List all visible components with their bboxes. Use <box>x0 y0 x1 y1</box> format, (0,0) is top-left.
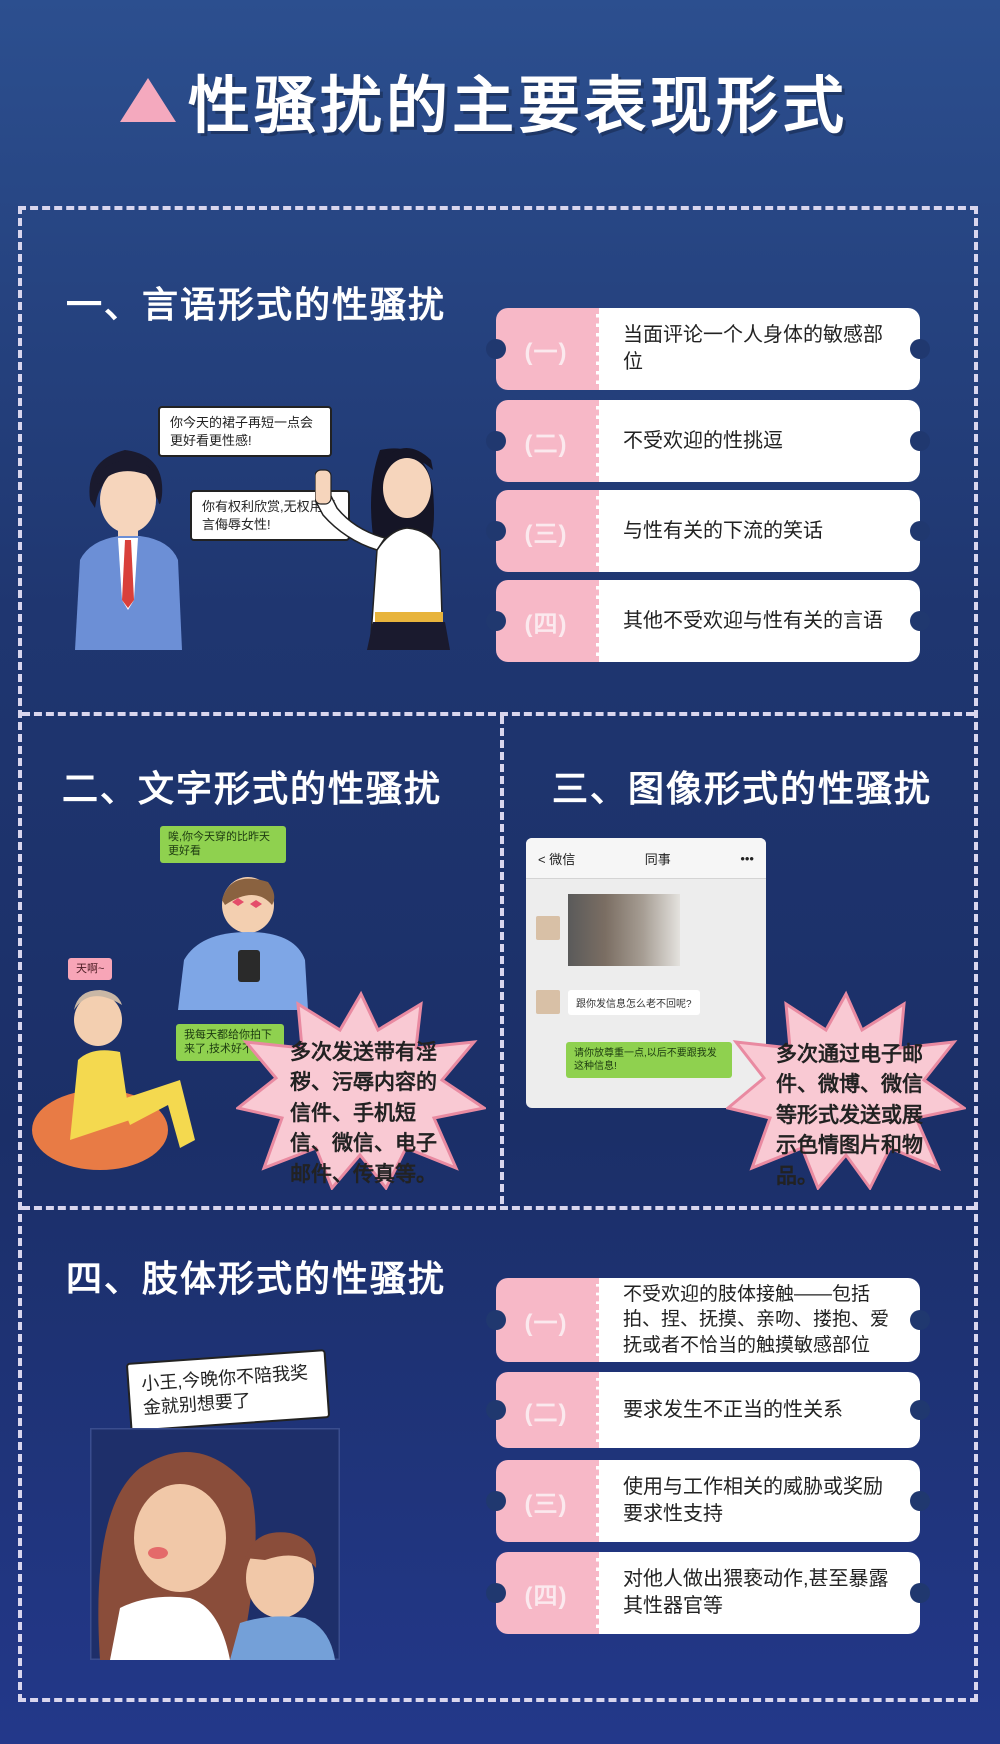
physical-item-4: (四) 对他人做出猥亵动作,甚至暴露其性器官等 <box>486 1552 930 1634</box>
woman-on-beanbag-illustration <box>32 990 195 1170</box>
ticket-text: 当面评论一个人身体的敏感部位 <box>596 308 930 390</box>
man-with-phone-illustration <box>178 877 308 1010</box>
ticket-number: (四) <box>524 1582 568 1610</box>
physical-item-2: (二) 要求发生不正当的性关系 <box>486 1372 930 1448</box>
triangle-icon <box>120 78 176 122</box>
page-title: 性骚扰的主要表现形式 <box>188 72 849 141</box>
ticket-text: 使用与工作相关的威胁或奖励要求性支持 <box>596 1460 930 1542</box>
verbal-item-1: (一) 当面评论一个人身体的敏感部位 <box>486 308 930 390</box>
chat-message-left: 跟你发信息怎么老不回呢? <box>568 990 700 1015</box>
divider-1 <box>22 712 974 716</box>
physical-item-1: (一) 不受欢迎的肢体接触——包括拍、捏、抚摸、亲吻、搂抱、爱抚或者不恰当的触摸… <box>486 1278 930 1362</box>
text-message-1: 唉,你今天穿的比昨天更好看 <box>160 826 286 863</box>
ticket-number: (二) <box>524 430 568 458</box>
section-physical-title: 四、肢体形式的性骚扰 <box>66 1258 447 1299</box>
ticket-text: 其他不受欢迎与性有关的言语 <box>596 580 930 662</box>
text-harassment-description: 多次发送带有淫秽、污辱内容的信件、手机短信、微信、电子邮件、传真等。 <box>290 1041 437 1186</box>
ticket-stub: (二) <box>486 400 596 482</box>
image-harassment-description: 多次通过电子邮件、微博、微信等形式发送或展示色情图片和物品。 <box>776 1043 923 1188</box>
verbal-item-2: (二) 不受欢迎的性挑逗 <box>486 400 930 482</box>
burst-shape-image <box>726 990 966 1190</box>
blurred-image <box>568 894 680 966</box>
ticket-text: 对他人做出猥亵动作,甚至暴露其性器官等 <box>596 1552 930 1634</box>
ticket-number: (一) <box>524 338 568 366</box>
verbal-item-4: (四) 其他不受欢迎与性有关的言语 <box>486 580 930 662</box>
woman-illustration <box>315 447 450 650</box>
ticket-text: 不受欢迎的性挑逗 <box>596 400 930 482</box>
dashed-frame <box>18 206 978 1702</box>
back-link: < 微信 <box>538 851 576 867</box>
ticket-stub: (一) <box>486 308 596 390</box>
avatar <box>536 916 560 940</box>
ticket-stub: (一) <box>486 1278 596 1362</box>
ticket-stub: (二) <box>486 1372 596 1448</box>
ticket-text: 与性有关的下流的笑话 <box>596 490 930 572</box>
ticket-number: (一) <box>524 1309 568 1337</box>
ticket-stub: (四) <box>486 1552 596 1634</box>
ticket-text: 不受欢迎的肢体接触——包括拍、捏、抚摸、亲吻、搂抱、爱抚或者不恰当的触摸敏感部位 <box>596 1278 930 1362</box>
ticket-number: (四) <box>524 610 568 638</box>
couple-illustration <box>90 1428 340 1660</box>
wechat-phone-screen: < 微信 同事 ••• 跟你发信息怎么老不回呢? 请你放尊重一点,以后不要跟我发… <box>526 838 766 1108</box>
man-illustration <box>75 450 182 650</box>
divider-2 <box>22 1206 974 1210</box>
burst-shape-text <box>236 990 486 1190</box>
divider-vertical <box>500 716 504 1204</box>
ticket-number: (二) <box>524 1399 568 1427</box>
ticket-number: (三) <box>524 1490 568 1518</box>
ticket-stub: (三) <box>486 1460 596 1542</box>
ticket-stub: (四) <box>486 580 596 662</box>
chat-message-right: 请你放尊重一点,以后不要跟我发这种信息! <box>566 1042 732 1078</box>
speech-bubble-boss: 小王,今晚你不陪我奖金就别想要了 <box>125 1349 331 1432</box>
chat-title: 同事 <box>644 851 671 867</box>
avatar <box>536 990 560 1014</box>
more-icon: ••• <box>740 850 754 866</box>
section-image-title: 三、图像形式的性骚扰 <box>552 768 933 809</box>
ticket-number: (三) <box>524 520 568 548</box>
section-text-title: 二、文字形式的性骚扰 <box>62 768 443 809</box>
physical-item-3: (三) 使用与工作相关的威胁或奖励要求性支持 <box>486 1460 930 1542</box>
ticket-text: 要求发生不正当的性关系 <box>596 1372 930 1448</box>
section-verbal-title: 一、言语形式的性骚扰 <box>66 284 447 325</box>
main-title: 性骚扰的主要表现形式 <box>120 60 848 141</box>
verbal-item-3: (三) 与性有关的下流的笑话 <box>486 490 930 572</box>
phone-header: < 微信 同事 ••• <box>526 838 766 879</box>
speech-bubble-man: 你今天的裙子再短一点会更好看更性感! <box>158 406 332 458</box>
text-message-2: 天啊~ <box>68 958 113 981</box>
ticket-stub: (三) <box>486 490 596 572</box>
